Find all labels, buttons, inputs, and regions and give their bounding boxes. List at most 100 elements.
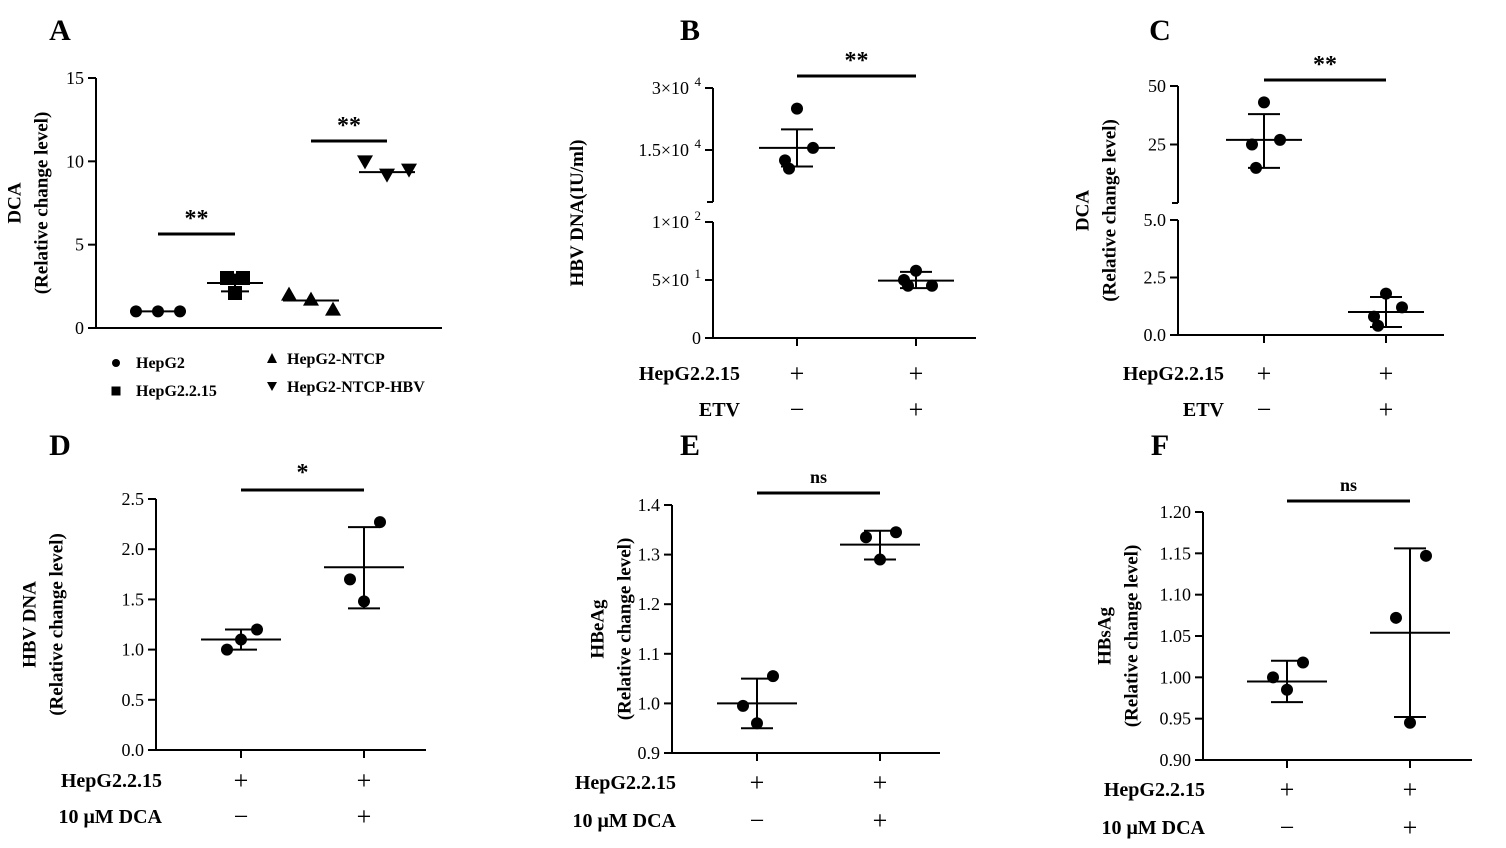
panel-C-ytick-upper-label-0: 25: [1148, 135, 1166, 155]
panel-C-point-0-0: [1258, 96, 1270, 109]
panel-F-condition-label-0: HepG2.2.15: [1104, 779, 1205, 801]
panel-D-ylabel-1: (Relative change level): [47, 533, 68, 716]
panel-F-condition-1-0: −: [1280, 813, 1295, 842]
panel-A-point-2-2: [325, 301, 341, 316]
panel-C-point-0-3: [1250, 161, 1262, 174]
panel-D-point-1-2: [358, 595, 370, 608]
panel-E-point-0-1: [737, 699, 749, 712]
panel-D-ylabel-0: HBV DNA: [20, 581, 41, 668]
panel-E-point-1-0: [890, 526, 902, 539]
panel-B-condition-0-0: +: [790, 359, 805, 388]
panel-E-condition-label-0: HepG2.2.15: [575, 772, 676, 794]
panel-E-point-1-2: [874, 553, 886, 566]
panel-C-condition-0-0: +: [1257, 359, 1272, 388]
panel-D-ytick-label-5: 2.5: [122, 489, 145, 509]
panel-B-ytick-lower-label-2: 1×10: [652, 212, 689, 232]
panel-F-point-1-0: [1420, 549, 1432, 562]
panel-A-sig-text-1: **: [337, 113, 361, 139]
panel-D-ytick-label-3: 1.5: [122, 589, 145, 609]
panel-F-sig-text-0: ns: [1340, 475, 1357, 495]
panel-B-ytick-lower-label-0: 0: [692, 328, 701, 348]
panel-B-sig-text-0: **: [845, 48, 869, 74]
panel-D-point-0-0: [251, 623, 263, 636]
panel-C-ytick-lower-label-0: 0.0: [1144, 325, 1167, 345]
panel-C-ytick-upper-label-1: 50: [1148, 76, 1166, 96]
panel-C-sig-text-0: **: [1313, 52, 1337, 78]
panel-E-ytick-label-3: 1.2: [638, 594, 661, 614]
panel-B-point-0-3: [783, 162, 795, 175]
panel-F-point-1-2: [1404, 716, 1416, 729]
panel-B-ytick-upper-exp-0: 4: [695, 136, 702, 151]
panel-D-sig-text-0: *: [297, 460, 309, 486]
panel-E-condition-1-1: +: [873, 806, 888, 835]
panel-F-label: F: [1151, 429, 1169, 462]
panel-C-condition-label-0: HepG2.2.15: [1123, 363, 1224, 385]
panel-F-point-0-2: [1281, 683, 1293, 696]
panel-C-condition-label-1: ETV: [1183, 399, 1225, 421]
panel-E-ytick-label-4: 1.3: [638, 545, 661, 565]
panel-C-point-1-2: [1368, 310, 1380, 323]
panel-A-point-3-1: [379, 168, 395, 183]
panel-D-point-1-0: [374, 516, 386, 529]
panel-A-ylabel-1: (Relative change level): [32, 112, 53, 295]
panel-E-condition-label-1: 10 μM DCA: [572, 810, 676, 832]
panel-C-point-1-0: [1380, 287, 1392, 300]
panel-E-ytick-label-0: 0.9: [638, 743, 661, 763]
panel-D-ytick-label-0: 0.0: [122, 740, 145, 760]
panel-D-point-0-1: [221, 643, 233, 656]
legend-marker-1: [111, 386, 121, 396]
legend-label-0: HepG2: [136, 355, 185, 372]
panel-A-point-1-0: [220, 271, 234, 285]
panel-B-point-1-3: [902, 279, 914, 292]
panel-C-point-1-1: [1396, 301, 1408, 314]
panel-C-ylabel-1: (Relative change level): [1100, 119, 1121, 302]
panel-E-ylabel-0: HBeAg: [588, 599, 609, 659]
panel-E-point-1-1: [860, 531, 872, 544]
panel-A-point-2-0: [281, 286, 297, 301]
panel-F-point-0-0: [1297, 656, 1309, 669]
panel-B-condition-0-1: +: [909, 359, 924, 388]
panel-C-ylabel-0: DCA: [1073, 190, 1094, 231]
panel-C-ytick-lower-label-2: 5.0: [1144, 210, 1167, 230]
panel-B-point-1-1: [926, 279, 938, 292]
panel-B-ytick-lower-label-1: 5×10: [652, 270, 689, 290]
panel-D-point-1-1: [344, 573, 356, 586]
panel-A-sig-text-0: **: [185, 206, 209, 232]
panel-F-ytick-label-6: 1.20: [1160, 502, 1192, 522]
panel-F-ytick-label-5: 1.15: [1160, 543, 1192, 563]
panel-B-condition-1-0: −: [790, 395, 805, 424]
panel-E-condition-0-0: +: [750, 768, 765, 797]
panel-A-ylabel-0: DCA: [5, 182, 26, 223]
panel-A-point-0-0: [130, 305, 142, 318]
panel-A-ytick-label-3: 15: [66, 68, 84, 88]
panel-B-point-0-0: [791, 102, 803, 115]
panel-B-ylabel-0: HBV DNA(IU/ml): [567, 140, 588, 287]
panel-B-condition-1-1: +: [909, 395, 924, 424]
panel-F-point-0-1: [1267, 671, 1279, 684]
panel-E-label: E: [680, 429, 700, 462]
panel-F-ytick-label-4: 1.10: [1160, 585, 1192, 605]
panel-F-condition-1-1: +: [1403, 813, 1418, 842]
panel-B-condition-label-1: ETV: [699, 399, 741, 421]
panel-A-ytick-label-2: 10: [66, 151, 84, 171]
panel-E-ytick-label-5: 1.4: [638, 495, 661, 515]
panel-F-condition-0-0: +: [1280, 775, 1295, 804]
panel-D-ytick-label-1: 0.5: [122, 690, 145, 710]
legend-label-3: HepG2-NTCP-HBV: [287, 379, 425, 396]
panel-E-condition-0-1: +: [873, 768, 888, 797]
panel-C-label: C: [1149, 14, 1171, 47]
panel-A-ytick-label-1: 5: [75, 235, 84, 255]
panel-D-label: D: [49, 429, 71, 462]
panel-A-point-1-2: [228, 286, 242, 300]
panel-E-sig-text-0: ns: [810, 467, 827, 487]
panel-D-condition-0-0: +: [234, 766, 249, 795]
panel-B-ytick-upper-exp-1: 4: [695, 74, 702, 89]
panel-F-ylabel-0: HBsAg: [1095, 606, 1116, 665]
panel-A-point-3-0: [357, 155, 373, 170]
panel-D-condition-label-0: HepG2.2.15: [61, 770, 162, 792]
panel-F-ytick-label-3: 1.05: [1160, 626, 1192, 646]
panel-B-ytick-upper-label-1: 3×10: [652, 78, 689, 98]
panel-C-condition-1-1: +: [1379, 395, 1394, 424]
panel-C-ytick-lower-label-1: 2.5: [1144, 268, 1167, 288]
